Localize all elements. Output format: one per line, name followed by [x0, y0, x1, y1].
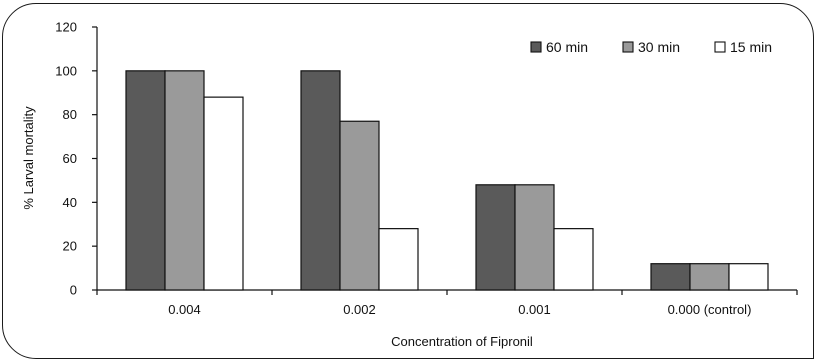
legend: 60 min 30 min 15 min	[530, 39, 772, 55]
legend-label: 60 min	[546, 39, 588, 55]
x-tick-label: 0.000 (control)	[668, 302, 752, 317]
bar	[125, 70, 166, 291]
y-tick-label: 60	[63, 151, 77, 166]
legend-swatch	[714, 41, 726, 53]
x-tick-label: 0.002	[343, 302, 376, 317]
y-axis: 0 20 40 60 80 100 120	[55, 20, 98, 298]
bar	[475, 184, 516, 291]
bar	[728, 263, 769, 291]
bar	[203, 96, 244, 291]
bar	[378, 228, 419, 291]
y-tick-label: 80	[63, 107, 77, 122]
y-tick-label: 120	[55, 20, 77, 35]
bar	[689, 263, 730, 291]
legend-swatch	[530, 41, 542, 53]
y-tick-label: 100	[55, 63, 77, 78]
legend-swatch	[622, 41, 634, 53]
y-tick-label: 20	[63, 239, 77, 254]
y-tick-label: 40	[63, 195, 77, 210]
bar	[164, 70, 205, 291]
bar	[514, 184, 555, 291]
x-axis-title: Concentration of Fipronil	[391, 334, 533, 349]
x-axis: 0.004 0.002 0.001 0.000 (control)	[96, 289, 798, 317]
legend-label: 30 min	[638, 39, 680, 55]
x-tick-label: 0.001	[518, 302, 551, 317]
bar	[339, 120, 380, 291]
y-axis-title: % Larval mortality	[21, 106, 36, 210]
y-tick-label: 0	[70, 283, 77, 298]
bar	[650, 263, 691, 291]
legend-label: 15 min	[730, 39, 772, 55]
x-tick-label: 0.004	[168, 302, 201, 317]
bar	[300, 70, 341, 291]
bar	[553, 228, 594, 291]
bars	[125, 70, 769, 291]
